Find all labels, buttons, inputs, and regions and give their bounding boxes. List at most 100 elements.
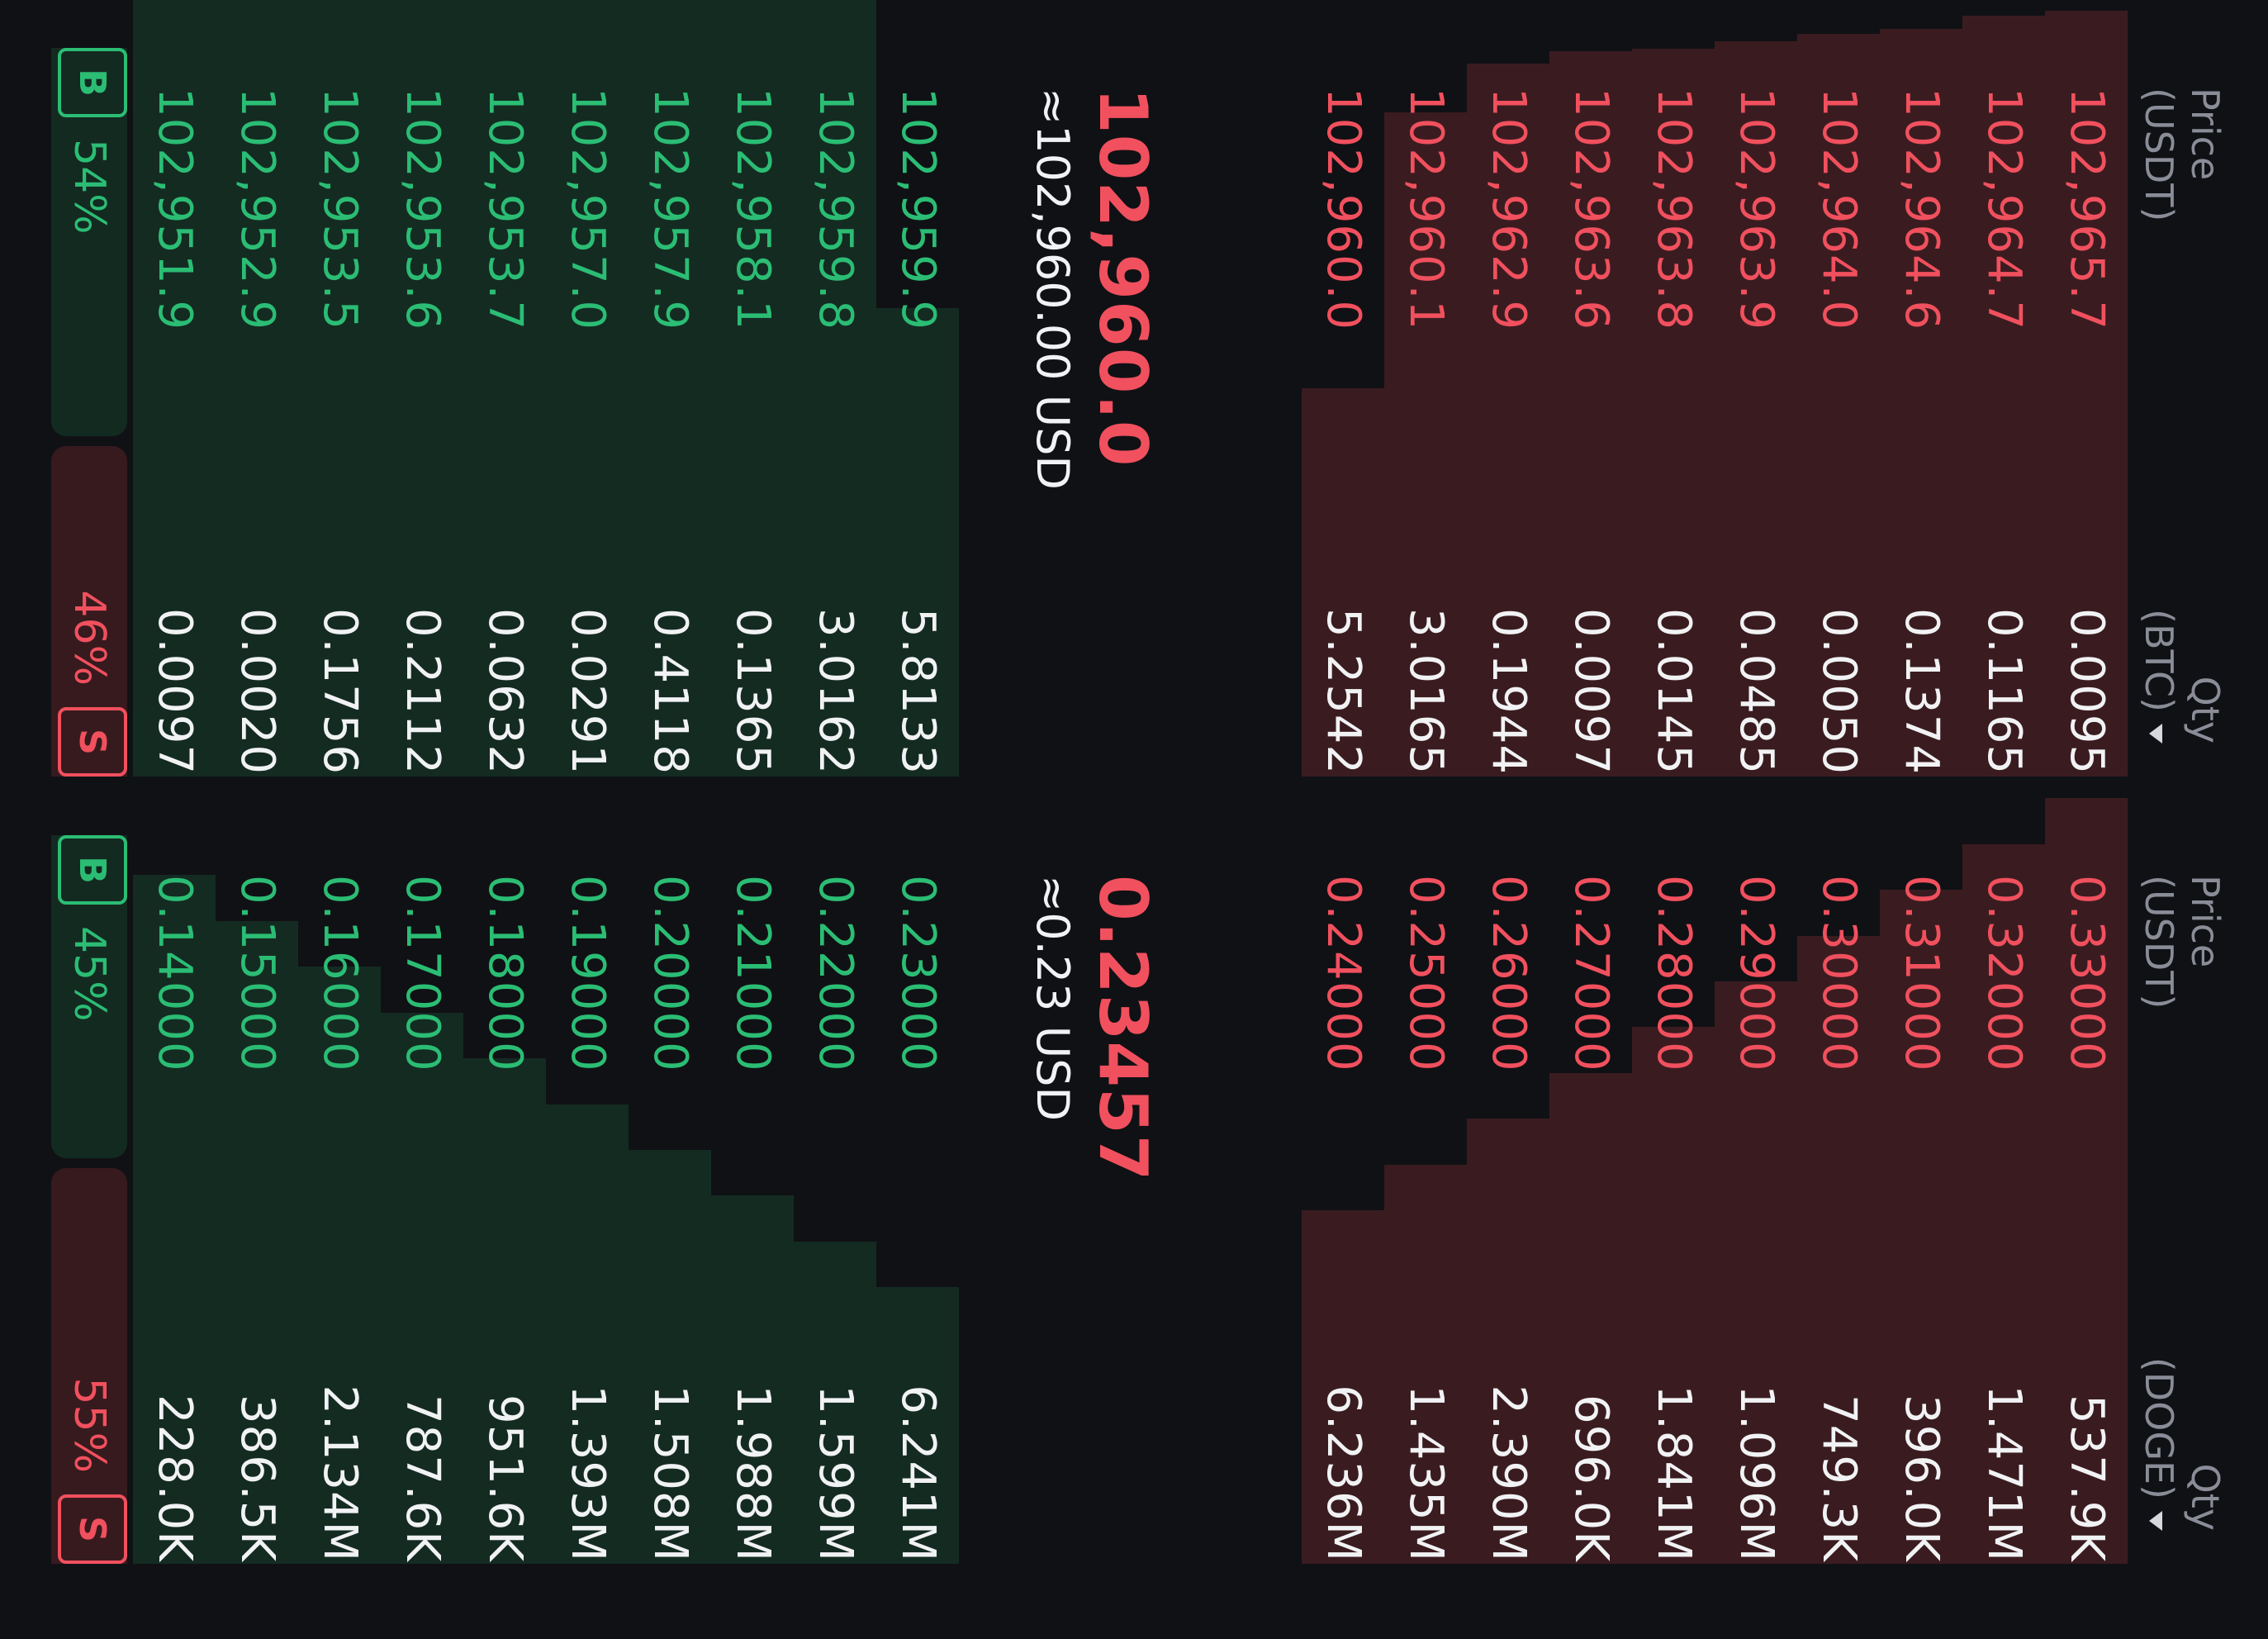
ask-price: 102,963.8 [1647, 88, 1701, 331]
ask-row[interactable]: 102,965.7 0.0095 [2045, 0, 2128, 785]
ask-row[interactable]: 0.26000 2.390M [1467, 787, 1549, 1572]
bid-price: 0.19000 [561, 875, 614, 1072]
ask-price: 102,965.7 [2060, 88, 2114, 331]
bid-row[interactable]: 0.16000 2.134M [298, 787, 381, 1572]
sell-badge: S [58, 1494, 127, 1564]
bid-price: 0.23000 [891, 875, 945, 1072]
ask-row[interactable]: 0.29000 1.096M [1715, 787, 1797, 1572]
ask-qty: 1.435M [1399, 1385, 1453, 1562]
bid-price: 0.16000 [313, 875, 367, 1072]
bid-qty: 0.0291 [561, 608, 614, 775]
bid-qty: 3.0162 [809, 608, 862, 775]
bid-row[interactable]: 102,957.0 0.0291 [546, 0, 629, 785]
bid-price: 0.15000 [230, 875, 284, 1072]
bid-row[interactable]: 102,953.7 0.0632 [463, 0, 546, 785]
ask-row[interactable]: 102,964.7 0.1165 [1962, 0, 2045, 785]
ask-row[interactable]: 0.30000 749.3K [1797, 787, 1880, 1572]
ask-row[interactable]: 102,963.8 0.0145 [1632, 0, 1715, 785]
ask-qty: 749.3K [1812, 1394, 1866, 1562]
ask-qty: 6.236M [1317, 1385, 1370, 1562]
ask-row[interactable]: 102,960.0 5.2542 [1302, 0, 1384, 785]
buy-sell-ratio-bar: B 45% 55% S [51, 835, 127, 1564]
ask-row[interactable]: 0.28000 1.841M [1632, 787, 1715, 1572]
price-header-unit: (USDT) [2137, 875, 2181, 1010]
ask-price: 0.32000 [1977, 875, 2031, 1072]
bid-row[interactable]: 0.22000 1.599M [794, 787, 876, 1572]
ask-qty: 0.1944 [1482, 608, 1535, 775]
ask-price: 0.26000 [1482, 875, 1535, 1072]
ask-qty: 5.2542 [1317, 608, 1370, 775]
ask-row[interactable]: 102,960.1 3.0165 [1384, 0, 1467, 785]
ask-qty: 696.0K [1564, 1394, 1618, 1562]
ask-price: 0.24000 [1317, 875, 1370, 1072]
bid-row[interactable]: 0.18000 951.6K [463, 787, 546, 1572]
bid-qty: 1.508M [643, 1385, 697, 1562]
caret-down-icon [2149, 724, 2163, 743]
bid-price: 102,953.7 [478, 88, 532, 331]
bid-price: 102,958.1 [726, 88, 780, 331]
bid-row[interactable]: 102,959.8 3.0162 [794, 0, 876, 785]
qty-unit-selector[interactable]: Qty (BTC) [2121, 609, 2228, 743]
price-column-header: Price (USDT) [2121, 88, 2228, 221]
qty-header-unit: (BTC) [2137, 609, 2181, 712]
bid-row[interactable]: 102,959.9 5.8133 [876, 0, 959, 785]
bid-qty: 2.134M [313, 1385, 367, 1562]
bid-row[interactable]: 102,953.5 0.1756 [298, 0, 381, 785]
ask-qty: 0.0097 [1564, 608, 1618, 775]
ask-qty: 396.0K [1895, 1394, 1948, 1562]
ask-qty: 1.096M [1729, 1385, 1783, 1562]
ask-price: 0.29000 [1729, 875, 1783, 1072]
ask-price: 0.28000 [1647, 875, 1701, 1072]
ask-price: 0.27000 [1564, 875, 1618, 1072]
bid-qty: 0.1756 [313, 608, 367, 775]
price-header-unit: (USDT) [2137, 88, 2181, 222]
buy-badge: B [58, 48, 127, 117]
qty-header-label: Qty [2183, 1463, 2228, 1531]
price-header-label: Price [2183, 875, 2228, 968]
bid-qty: 0.0632 [478, 608, 532, 775]
ask-price: 0.31000 [1895, 875, 1948, 1072]
ask-price: 102,964.7 [1977, 88, 2031, 331]
bid-row[interactable]: 0.21000 1.988M [711, 787, 794, 1572]
bid-qty: 386.5K [230, 1394, 284, 1562]
ask-row[interactable]: 0.27000 696.0K [1549, 787, 1632, 1572]
bid-qty: 0.0020 [230, 608, 284, 775]
ask-row[interactable]: 102,962.9 0.1944 [1467, 0, 1549, 785]
bid-qty: 787.6K [396, 1394, 449, 1562]
bid-row[interactable]: 0.15000 386.5K [216, 787, 298, 1572]
bid-qty: 5.8133 [891, 608, 945, 775]
ask-row[interactable]: 0.25000 1.435M [1384, 787, 1467, 1572]
ask-row[interactable]: 102,964.6 0.1374 [1880, 0, 1962, 785]
bid-row[interactable]: 102,958.1 0.1365 [711, 0, 794, 785]
bid-row[interactable]: 102,951.9 0.0097 [133, 0, 216, 785]
qty-unit-selector[interactable]: Qty (DOGE) [2121, 1357, 2228, 1531]
ask-qty: 0.0050 [1812, 608, 1866, 775]
sell-percent: 46% [64, 590, 114, 686]
bid-row[interactable]: 0.19000 1.393M [546, 787, 629, 1572]
last-price: 102,960.0 [1084, 88, 1161, 468]
bid-row[interactable]: 0.17000 787.6K [381, 787, 463, 1572]
bid-price: 0.22000 [809, 875, 862, 1072]
ask-row[interactable]: 0.31000 396.0K [1880, 787, 1962, 1572]
bid-row[interactable]: 0.14000 228.0K [133, 787, 216, 1572]
bid-row[interactable]: 102,952.9 0.0020 [216, 0, 298, 785]
bid-row[interactable]: 102,953.6 0.2112 [381, 0, 463, 785]
bid-price: 102,953.6 [396, 88, 449, 331]
bid-row[interactable]: 0.20000 1.508M [629, 787, 711, 1572]
caret-down-icon [2149, 1511, 2163, 1531]
buy-percent: 45% [64, 926, 114, 1022]
bid-row[interactable]: 0.23000 6.241M [876, 787, 959, 1572]
ask-row[interactable]: 0.33000 537.9K [2045, 787, 2128, 1572]
bid-row[interactable]: 102,957.9 0.4118 [629, 0, 711, 785]
bid-price: 102,957.0 [561, 88, 614, 331]
ask-row[interactable]: 102,963.9 0.0485 [1715, 0, 1797, 785]
ask-price: 102,963.6 [1564, 88, 1618, 331]
ask-row[interactable]: 102,964.0 0.0050 [1797, 0, 1880, 785]
ask-price: 102,964.6 [1895, 88, 1948, 331]
bid-qty: 0.2112 [396, 608, 449, 775]
ask-row[interactable]: 102,963.6 0.0097 [1549, 0, 1632, 785]
ask-row[interactable]: 0.24000 6.236M [1302, 787, 1384, 1572]
bid-price: 102,957.9 [643, 88, 697, 331]
ask-qty: 0.0145 [1647, 608, 1701, 775]
ask-row[interactable]: 0.32000 1.471M [1962, 787, 2045, 1572]
